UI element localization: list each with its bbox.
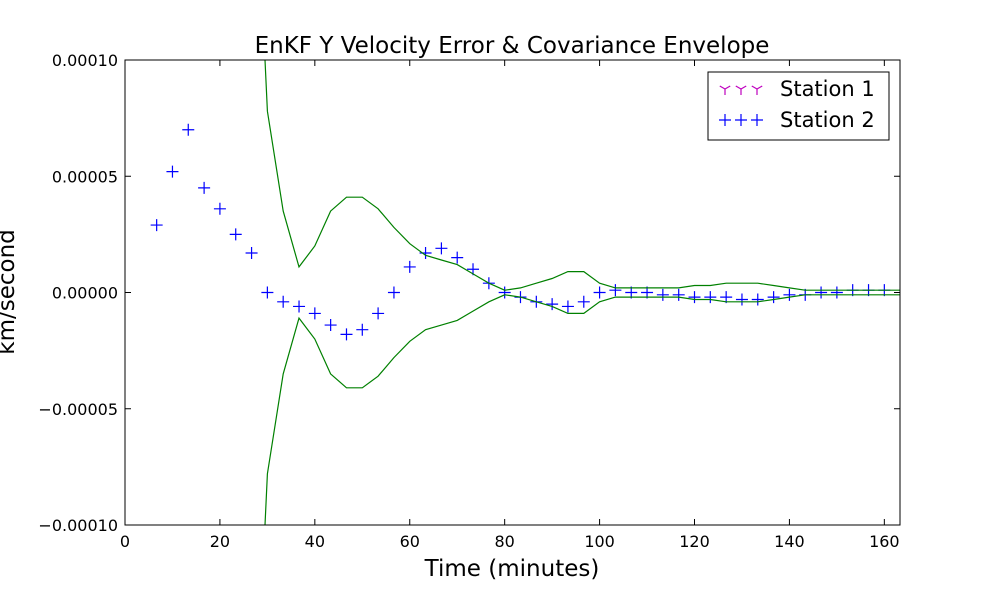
- legend-marker-tri-down: [735, 85, 747, 95]
- data-point-plus: [261, 286, 274, 299]
- data-point-plus: [166, 165, 179, 178]
- x-tick-label: 140: [774, 532, 805, 551]
- data-point-plus: [372, 307, 385, 320]
- data-point-plus: [150, 219, 163, 232]
- envelope-line-2: [264, 60, 900, 291]
- x-tick-label: 40: [305, 532, 325, 551]
- data-point-plus: [498, 286, 511, 299]
- data-point-plus: [293, 300, 306, 313]
- data-point-plus: [451, 251, 464, 264]
- data-point-plus: [704, 291, 717, 304]
- y-axis-label: km/second: [0, 229, 20, 355]
- data-point-plus: [751, 293, 764, 306]
- x-tick-label: 0: [120, 532, 130, 551]
- data-point-plus: [387, 286, 400, 299]
- data-point-plus: [229, 228, 242, 241]
- x-tick-label: 80: [494, 532, 514, 551]
- data-point-plus: [277, 295, 290, 308]
- data-point-plus: [245, 246, 258, 259]
- data-point-plus: [356, 323, 369, 336]
- data-point-plus: [324, 319, 337, 332]
- data-point-plus: [419, 246, 432, 259]
- data-point-plus: [403, 260, 416, 273]
- chart-title: EnKF Y Velocity Error & Covariance Envel…: [255, 33, 770, 59]
- data-point-plus: [198, 181, 211, 194]
- data-point-plus: [546, 298, 559, 311]
- legend-label-station-2: Station 2: [780, 108, 875, 132]
- data-point-plus: [688, 291, 701, 304]
- data-point-plus: [815, 286, 828, 299]
- data-point-plus: [720, 291, 733, 304]
- data-point-plus: [593, 286, 606, 299]
- data-point-plus: [672, 288, 685, 301]
- legend-label-station-1: Station 1: [780, 77, 875, 101]
- x-tick-label: 20: [210, 532, 230, 551]
- ticks-layer: 0 20 40 60 80 100 120 140 160 −0.00010 −0.00005 0.0…: [38, 51, 900, 551]
- data-point-plus: [340, 328, 353, 341]
- legend-marker-plus: [735, 114, 747, 126]
- data-point-plus: [735, 293, 748, 306]
- data-point-plus: [767, 291, 780, 304]
- legend-box: [707, 71, 890, 141]
- y-tick-label: −0.00005: [38, 400, 118, 419]
- data-point-plus: [577, 295, 590, 308]
- x-tick-label: 120: [679, 532, 710, 551]
- x-axis-label: Time (minutes): [424, 556, 600, 582]
- data-point-plus: [561, 300, 574, 313]
- x-tick-label: 100: [584, 532, 615, 551]
- data-point-plus: [435, 242, 448, 255]
- data-point-plus: [656, 288, 669, 301]
- legend: Station 1 Station 2: [707, 71, 890, 141]
- envelope-line-3: [264, 294, 900, 525]
- y-tick-label: 0.00010: [52, 51, 118, 70]
- y-tick-label: 0.00000: [52, 284, 118, 303]
- legend-markers: [719, 85, 763, 126]
- data-point-plus: [783, 288, 796, 301]
- data-point-plus: [308, 307, 321, 320]
- data-point-plus: [830, 286, 843, 299]
- y-tick-label: −0.00010: [38, 516, 118, 535]
- x-tick-label: 160: [869, 532, 900, 551]
- legend-marker-plus: [719, 114, 731, 126]
- legend-marker-plus: [751, 114, 763, 126]
- x-tick-label: 60: [400, 532, 420, 551]
- series-layer: [150, 60, 900, 525]
- legend-marker-tri-down: [719, 85, 731, 95]
- y-tick-label: 0.00005: [52, 167, 118, 186]
- data-point-plus: [182, 123, 195, 136]
- legend-marker-tri-down: [751, 85, 763, 95]
- data-point-plus: [213, 202, 226, 215]
- data-point-plus: [609, 284, 622, 297]
